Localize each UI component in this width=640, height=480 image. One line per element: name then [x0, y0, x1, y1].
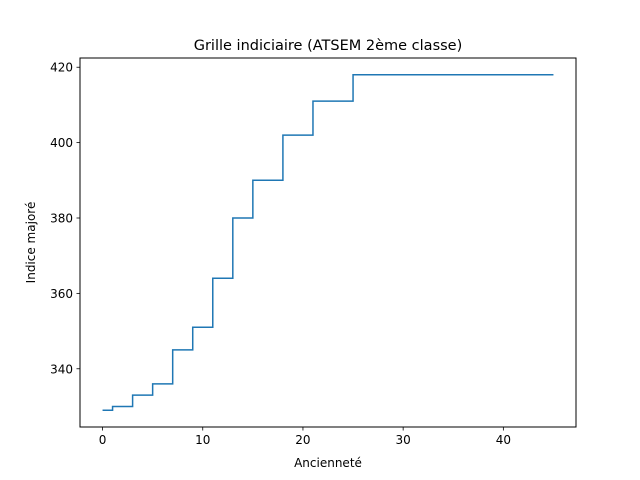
x-axis-label: Ancienneté: [294, 456, 362, 470]
x-axis: 0 10 20 30 40: [99, 427, 511, 447]
series-line: [102, 74, 554, 411]
y-tick-label: 400: [50, 136, 73, 150]
x-tick-label: 20: [295, 433, 310, 447]
y-tick-label: 360: [50, 287, 73, 301]
y-tick-label: 420: [50, 61, 73, 75]
x-tick-label: 40: [496, 433, 511, 447]
axes-frame: [79, 57, 577, 428]
y-tick-label: 340: [50, 362, 73, 376]
x-tick-label: 10: [195, 433, 210, 447]
y-axis: 340 360 380 400 420: [50, 61, 80, 376]
plot-area: [102, 74, 554, 411]
chart-title: Grille indiciaire (ATSEM 2ème classe): [194, 38, 463, 54]
y-tick-label: 380: [50, 212, 73, 226]
x-tick-label: 0: [99, 433, 107, 447]
y-axis-label: Indice majoré: [24, 202, 38, 284]
x-tick-label: 30: [396, 433, 411, 447]
